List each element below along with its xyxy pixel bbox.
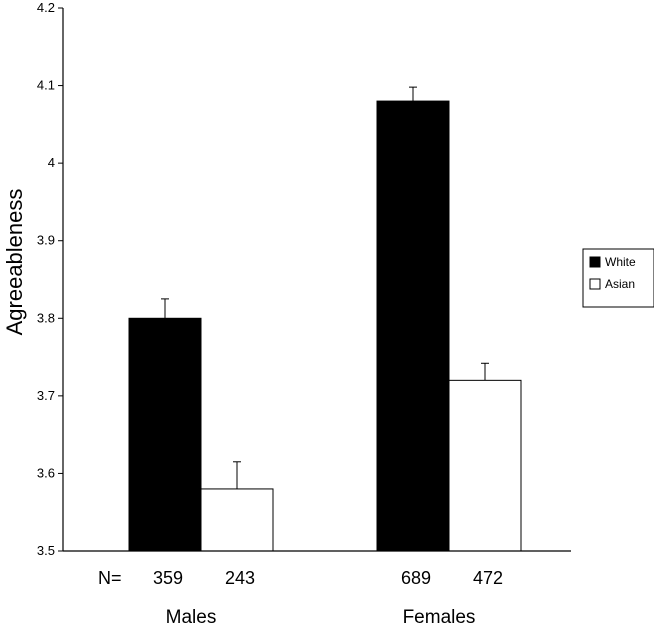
- n-prefix-label: N=: [98, 568, 122, 588]
- n-label: 243: [225, 568, 255, 588]
- y-axis-title: Agreeableness: [2, 189, 27, 336]
- y-tick-label: 3.8: [37, 310, 55, 325]
- bar-asian-females: [448, 379, 522, 552]
- category-label: Males: [166, 607, 217, 627]
- legend-label-white: White: [605, 255, 636, 269]
- bar-white-males: [128, 317, 202, 552]
- error-bars: [161, 86, 489, 489]
- legend-swatch-white: [589, 256, 601, 268]
- y-tick-label: 3.6: [37, 465, 55, 480]
- bar-white-females: [376, 100, 450, 552]
- category-labels: Males Females: [166, 607, 476, 627]
- y-axis: 3.5 3.6 3.7 3.8 3.9 4 4.1 4.2: [37, 0, 64, 558]
- y-tick-label: 4: [48, 155, 55, 170]
- n-label: 359: [153, 568, 183, 588]
- bar-asian-males: [200, 488, 274, 552]
- y-tick-label: 3.7: [37, 388, 55, 403]
- category-label: Females: [403, 607, 476, 627]
- legend-swatch-asian: [589, 278, 601, 290]
- legend: White Asian: [582, 248, 654, 308]
- n-label: 472: [473, 568, 503, 588]
- n-label: 689: [401, 568, 431, 588]
- legend-label-asian: Asian: [605, 277, 635, 291]
- y-tick-label: 3.9: [37, 233, 55, 248]
- bars: [128, 100, 522, 552]
- y-tick-label: 4.1: [37, 78, 55, 93]
- y-tick-label: 3.5: [37, 543, 55, 558]
- n-labels: 359 243 689 472 N=: [98, 568, 503, 588]
- y-tick-label: 4.2: [37, 0, 55, 15]
